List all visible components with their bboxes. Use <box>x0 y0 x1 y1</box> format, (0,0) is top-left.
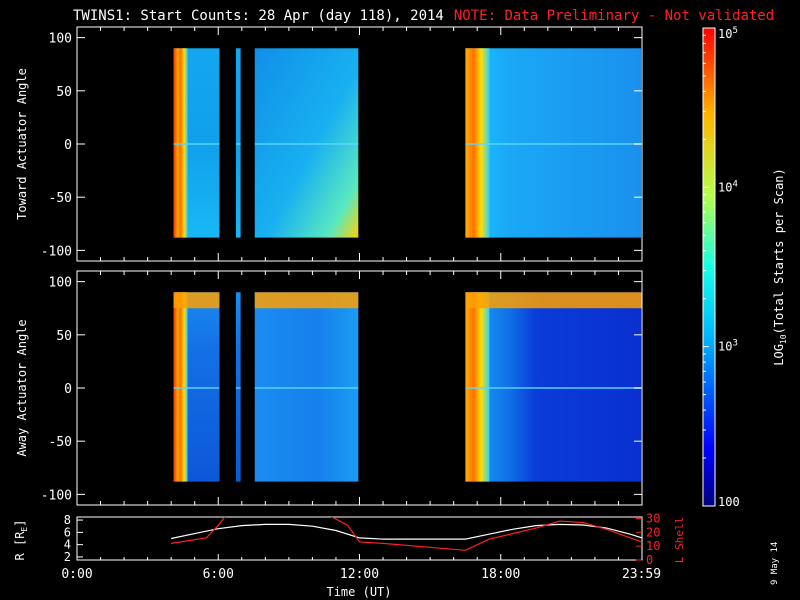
orbit-ylabel-left: R [RE] <box>13 520 29 561</box>
p2-hot-edge-1 <box>173 292 188 482</box>
date-stamp: 9 May 14 <box>770 541 780 585</box>
toward-panel: 100 50 0 -50 -100 Toward Actuator Angle <box>15 26 643 262</box>
away-hot-band <box>465 292 642 309</box>
toward-ylabel: Toward Actuator Angle <box>15 68 29 220</box>
toward-data-blocks <box>173 48 641 238</box>
orbit-ytick-right-label: 30 <box>646 511 660 525</box>
p1-block-4 <box>465 48 641 238</box>
preliminary-note: NOTE: Data Preliminary - Not validated <box>453 8 775 24</box>
chart-title: TWINS1: Start Counts: 28 Apr (day 118), … <box>73 8 774 24</box>
away-yticks: 100 50 0 -50 -100 <box>41 276 642 503</box>
colorbar-label: LOG10(Total Starts per Scan) <box>772 168 788 366</box>
toward-xticks <box>76 27 643 261</box>
x-tick-label: 12:00 <box>340 567 379 582</box>
p2-ytick-label: 50 <box>56 329 72 344</box>
p1-block-2 <box>235 48 241 238</box>
p1-block-3 <box>254 48 359 238</box>
p1-ytick-label: 50 <box>56 85 72 100</box>
orbit-ytick-right-label: 0 <box>646 553 653 567</box>
title-text: TWINS1: Start Counts: 28 Apr (day 118), … <box>73 8 444 24</box>
x-tick-label: 0:00 <box>61 567 92 582</box>
orbit-ytick-left-label: 8 <box>64 513 71 527</box>
away-panel: 100 50 0 -50 -100 Away Actuator Angle <box>15 270 643 506</box>
colorbar-tick-label: 103 <box>718 339 738 354</box>
away-hot-band <box>254 292 359 309</box>
p1-ytick-label: -100 <box>41 244 72 259</box>
x-tick-label: 18:00 <box>481 567 520 582</box>
r-series-line <box>171 523 642 540</box>
orbit-ytick-right-label: 10 <box>646 539 660 553</box>
orbit-xticks: 0:00 6:00 12:00 18:00 23:59 <box>61 554 661 582</box>
p1-ytick-label: -50 <box>49 191 72 206</box>
p1-hot-edge-1 <box>173 48 188 238</box>
p2-hot-edge-4 <box>465 292 490 482</box>
orbit-ytick-left-label: 6 <box>64 525 71 539</box>
colorbar-gradient <box>703 28 715 506</box>
p2-ytick-label: -100 <box>41 488 72 503</box>
away-data-blocks <box>173 292 642 482</box>
colorbar-tick-label: 100 <box>718 495 740 509</box>
p2-ytick-label: 100 <box>49 276 72 291</box>
p1-ytick-label: 100 <box>49 32 72 47</box>
lshell-series-line <box>171 517 642 551</box>
away-hot-band <box>173 292 220 309</box>
orbit-ytick-left-label: 2 <box>64 550 71 564</box>
away-ylabel: Away Actuator Angle <box>15 319 29 456</box>
x-axis-label: Time (UT) <box>326 585 391 599</box>
p1-hot-edge-4 <box>465 48 490 238</box>
orbit-lines <box>171 517 642 551</box>
p2-block-2 <box>235 292 241 482</box>
x-tick-label: 6:00 <box>203 567 234 582</box>
colorbar-ticks: 105 104 103 100 <box>703 26 740 509</box>
p2-ytick-label: -50 <box>49 435 72 450</box>
toward-yticks: 100 50 0 -50 -100 <box>41 32 642 259</box>
p2-block-4 <box>465 292 641 482</box>
away-xticks <box>76 271 643 505</box>
p2-block-3 <box>254 292 359 482</box>
colorbar: 105 104 103 100 LOG10(Total Starts per Scan… <box>702 26 788 509</box>
p2-ytick-label: 0 <box>64 382 72 397</box>
orbit-ytick-right-label: 20 <box>646 525 660 539</box>
p1-ytick-label: 0 <box>64 138 72 153</box>
orbit-frame <box>76 516 643 561</box>
colorbar-tick-label: 105 <box>718 26 738 41</box>
orbit-ytick-left-label: 4 <box>64 538 71 552</box>
orbit-ylabel-right: L Shell <box>673 517 686 563</box>
x-tick-label: 23:59 <box>622 567 661 582</box>
colorbar-tick-label: 104 <box>718 179 738 194</box>
